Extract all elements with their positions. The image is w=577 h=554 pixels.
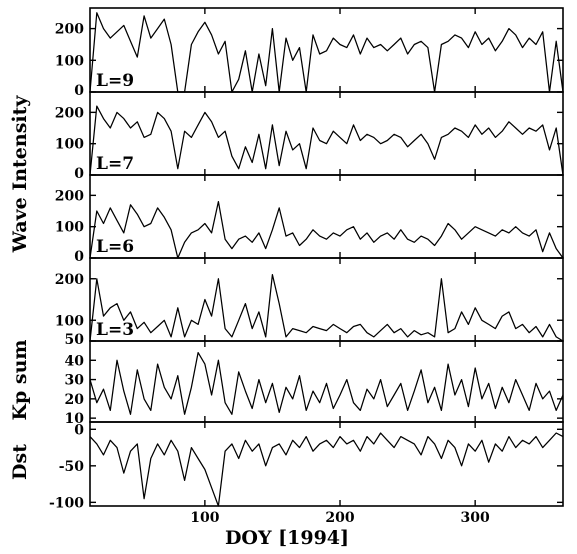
- panel-frame-kp-sum: [89, 340, 564, 423]
- panel-l9: 0 100 200 L=9: [55, 7, 564, 99]
- panel-label-l7: L=7: [96, 154, 134, 174]
- dst-axis-title: Dst: [9, 444, 31, 480]
- panel-frame-l3: [89, 257, 564, 342]
- x-tick-label: 300: [461, 510, 490, 526]
- series-line-l3: [89, 273, 564, 342]
- y-tick-label: -50: [59, 459, 85, 475]
- panel-label-l6: L=6: [96, 237, 134, 257]
- chart-panels: 0100200L=90100200L=70100200L=650100200L=…: [49, 7, 564, 511]
- y-tick-label: -100: [49, 495, 84, 511]
- panel-label-l9: L=9: [96, 71, 134, 91]
- series-line-kp-sum: [89, 351, 564, 415]
- series-line-l7: [89, 105, 564, 176]
- x-tick-label: 200: [325, 510, 354, 526]
- kp-sum-axis-title: Kp sum: [9, 339, 31, 420]
- panel-l6: 0 100 200 L=6: [55, 174, 564, 265]
- y-tick-label: 10: [65, 411, 85, 427]
- panel-l3: 50 100 200 L=3: [55, 257, 564, 348]
- series-line-l9: [89, 12, 564, 93]
- y-tick-label: 200: [55, 188, 84, 204]
- x-axis-tick-labels: 100 200 300: [190, 510, 490, 526]
- y-tick-label: 0: [74, 83, 84, 99]
- panel-dst: -100 -50 0: [49, 421, 564, 511]
- panel-frame-dst: [89, 421, 564, 507]
- wave-intensity-axis-title: Wave Intensity: [9, 95, 31, 254]
- panel-label-l3: L=3: [96, 320, 134, 340]
- y-tick-label: 40: [65, 353, 85, 369]
- y-tick-label: 0: [74, 422, 84, 438]
- panel-frame-l6: [89, 174, 564, 259]
- panel-l7: 0 100 200 L=7: [55, 91, 564, 182]
- y-tick-label: 30: [65, 373, 85, 389]
- panel-kp-sum: 10 20 30 40: [65, 340, 564, 427]
- series-line-dst: [89, 432, 564, 507]
- y-tick-label: 100: [55, 137, 84, 153]
- y-tick-label: 200: [55, 272, 84, 288]
- y-tick-label: 100: [55, 53, 84, 69]
- y-tick-label: 20: [65, 392, 85, 408]
- x-axis-title: DOY [1994]: [225, 527, 349, 549]
- series-line-l6: [89, 200, 564, 259]
- y-tick-label: 100: [55, 220, 84, 236]
- y-tick-label: 200: [55, 22, 84, 38]
- y-tick-label: 200: [55, 105, 84, 121]
- y-tick-label: 100: [55, 313, 84, 329]
- y-tick-label: 0: [74, 249, 84, 265]
- x-tick-label: 100: [190, 510, 219, 526]
- y-tick-label: 0: [74, 166, 84, 182]
- y-tick-label: 50: [65, 332, 85, 348]
